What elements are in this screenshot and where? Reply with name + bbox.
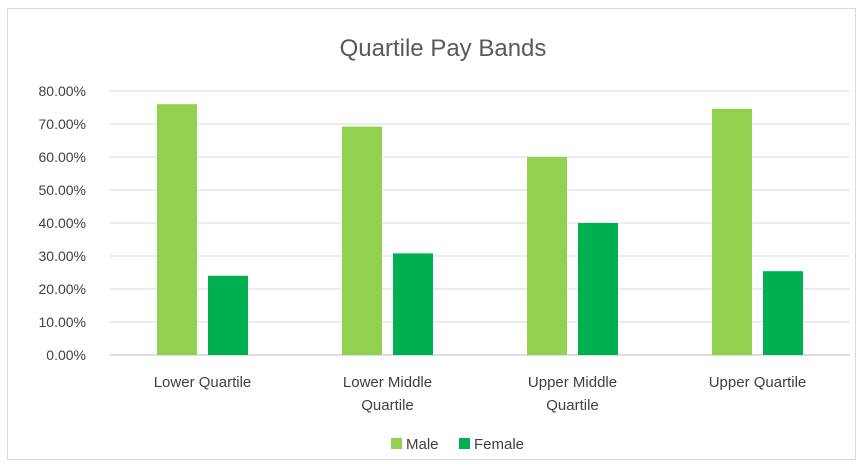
x-category-label: Lower Middle Quartile	[343, 374, 432, 414]
y-tick-label: 10.00%	[39, 314, 86, 330]
bar-female-4	[763, 271, 803, 355]
y-tick-label: 50.00%	[39, 182, 86, 198]
chart-title: Quartile Pay Bands	[340, 35, 547, 62]
bar-female-2	[393, 253, 433, 355]
x-axis-category-labels: Lower Quartile Lower Middle Quartile Upper …	[154, 374, 807, 414]
y-tick-label: 20.00%	[39, 281, 86, 297]
bar-male-1	[157, 104, 197, 355]
bars	[157, 104, 803, 355]
bar-female-1	[208, 275, 248, 355]
x-category-label: Upper Quartile	[709, 374, 807, 391]
y-tick-label: 40.00%	[39, 215, 86, 231]
y-tick-label: 80.00%	[39, 83, 86, 99]
y-tick-label: 60.00%	[39, 149, 86, 165]
legend-label-male: Male	[406, 436, 439, 453]
y-tick-label: 30.00%	[39, 248, 86, 264]
x-category-label: Upper Middle Quartile	[528, 374, 617, 414]
legend-swatch-male	[391, 438, 402, 449]
bar-male-4	[712, 108, 752, 355]
bar-male-2	[342, 126, 382, 355]
x-category-label: Lower Quartile	[154, 374, 252, 391]
y-tick-label: 0.00%	[46, 347, 86, 363]
y-tick-label: 70.00%	[39, 116, 86, 132]
legend-label-female: Female	[474, 436, 524, 453]
bar-female-3	[578, 223, 618, 355]
legend-swatch-female	[459, 438, 470, 449]
y-axis-tick-labels: 0.00% 10.00% 20.00% 30.00% 40.00% 50.00% 60.00…	[39, 83, 86, 363]
legend: Male Female	[391, 436, 524, 453]
bar-male-3	[527, 157, 567, 355]
